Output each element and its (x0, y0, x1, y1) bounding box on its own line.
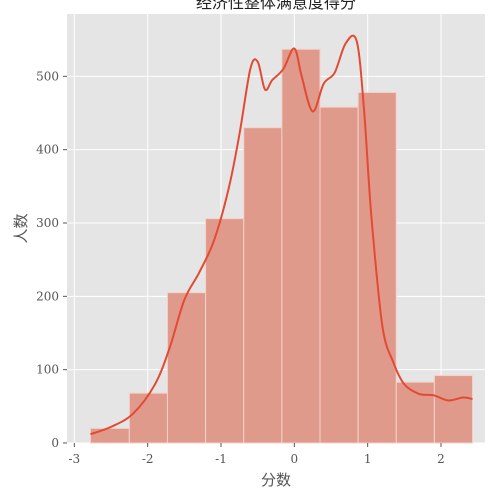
histogram-bar (89, 427, 130, 444)
histogram-bar (205, 218, 245, 444)
x-tick-label: -2 (142, 452, 154, 466)
y-tick-label: 100 (36, 363, 59, 377)
y-axis: 0 100 200 300 400 500 (36, 69, 67, 450)
x-axis: -3 -2 -1 0 1 2 (68, 443, 445, 466)
x-tick-label: 1 (364, 452, 372, 466)
histogram-bar (357, 91, 397, 444)
y-tick-label: 200 (36, 289, 59, 303)
kde-curve (90, 34, 473, 436)
y-axis-title: 人数 (12, 213, 30, 243)
y-tick-label: 500 (36, 69, 59, 83)
y-tick-label: 300 (36, 216, 59, 230)
histogram-bar (433, 375, 474, 444)
histogram-bar (319, 106, 359, 444)
histogram-bar (281, 48, 321, 444)
x-tick-label: 2 (437, 452, 445, 466)
x-tick-label: 0 (291, 452, 299, 466)
x-axis-title: 分数 (261, 471, 291, 489)
y-tick-label: 0 (51, 436, 59, 450)
histogram-bars (89, 48, 474, 444)
histogram-bar (243, 127, 283, 444)
histogram-bar (166, 292, 207, 444)
y-tick-label: 400 (36, 143, 59, 157)
chart-title: 经济性整体满意度得分 (196, 0, 356, 12)
histogram-bar (128, 392, 168, 444)
x-tick-label: -3 (68, 452, 80, 466)
x-tick-label: -1 (215, 452, 227, 466)
